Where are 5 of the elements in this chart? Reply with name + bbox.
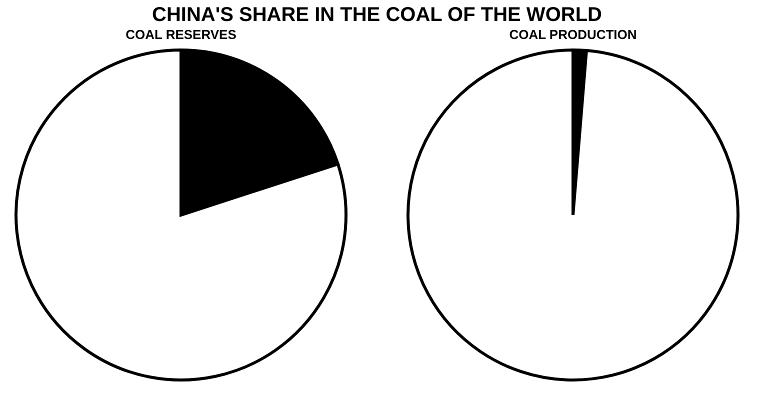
chart-title: COAL PRODUCTION — [509, 27, 637, 42]
pie-slice — [14, 48, 348, 382]
pie-slice — [406, 48, 740, 382]
chart-title: COAL RESERVES — [126, 27, 237, 42]
text: CHINA'S SHARE IN THE COAL OF THE WORLD — [152, 4, 602, 26]
